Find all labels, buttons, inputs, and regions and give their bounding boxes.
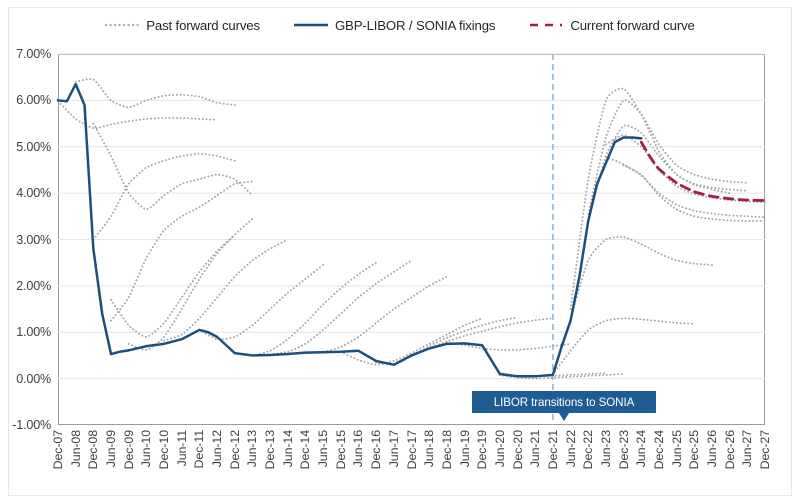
series-dashed [639, 140, 767, 202]
series-dotted [127, 217, 254, 351]
x-axis-tick-label: Jun-09 [104, 430, 119, 468]
y-axis-tick-label: 2.00% [16, 278, 51, 293]
plot-canvas [56, 53, 767, 425]
series-dotted [587, 99, 749, 215]
series-dotted [304, 275, 448, 354]
x-axis-tick-label: Jun-16 [351, 430, 366, 468]
series-dotted [604, 156, 766, 219]
series-dotted [110, 233, 236, 338]
x-axis-tick-label: Dec-11 [192, 430, 207, 469]
x-axis-tick-label: Jun-23 [598, 430, 613, 468]
x-axis-tick-label: Dec-14 [298, 430, 313, 470]
x-axis-tick-label: Jun-26 [704, 430, 719, 468]
series-dotted [410, 317, 554, 357]
series-dotted [163, 238, 289, 342]
x-axis-tick-label: Dec-27 [758, 430, 772, 470]
series-dotted [551, 317, 696, 375]
series-dotted [445, 341, 572, 351]
legend-label-current-forward-curve: Current forward curve [570, 17, 695, 33]
y-axis-tick-label: 4.00% [16, 186, 51, 201]
legend-item-past-forward-curves: Past forward curves [105, 18, 260, 33]
series-dotted [569, 87, 731, 311]
x-axis-tick-label: Dec-21 [545, 430, 560, 470]
x-axis-tick-label: Jun-27 [740, 430, 755, 468]
legend-label-gbp-libor-sonia-fixings: GBP-LIBOR / SONIA fixings [334, 17, 496, 33]
x-axis-tick-label: Dec-23 [616, 430, 631, 470]
x-axis-tick-label: Dec-12 [227, 430, 242, 470]
series-dotted [74, 78, 236, 109]
x-axis-tick-label: Dec-24 [651, 430, 666, 470]
x-axis-tick-label: Jun-20 [492, 430, 507, 468]
x-axis-tick-label: Jun-18 [422, 430, 437, 468]
legend-label-past-forward-curves: Past forward curves [146, 17, 260, 33]
x-axis-tick-label: Dec-10 [157, 430, 172, 470]
x-axis-tick-label: Jun-14 [280, 430, 295, 468]
banner-shape-icon [472, 391, 656, 421]
x-axis-tick-label: Jun-17 [386, 430, 401, 468]
series-dotted [604, 134, 766, 204]
x-axis-tick-label: Dec-08 [86, 430, 101, 470]
legend-item-current-forward-curve: Current forward curve [529, 17, 695, 33]
legend-item-gbp-libor-sonia-fixings: GBP-LIBOR / SONIA fixings [293, 17, 496, 33]
x-axis-tick-label: Dec-09 [121, 430, 136, 470]
chart-legend: Past forward curves GBP-LIBOR / SONIA fi… [0, 14, 800, 36]
x-axis-tick-label: Dec-20 [510, 430, 525, 470]
x-axis-tick-label: Jun-12 [210, 430, 225, 468]
series-dotted [92, 152, 236, 241]
series-dotted [110, 180, 254, 322]
x-axis-tick-label: Dec-17 [404, 430, 419, 470]
y-axis-tick-label: 1.00% [16, 325, 51, 340]
x-axis-tick-label: Jun-11 [174, 430, 189, 467]
y-axis-tick-label: -1.00% [12, 418, 51, 432]
x-axis-tick-label: Dec-13 [263, 430, 278, 470]
x-axis-tick-label: Jun-22 [563, 430, 578, 468]
x-axis-tick-label: Dec-18 [439, 430, 454, 470]
dashed-line-swatch-icon [529, 20, 563, 30]
libor-transition-banner: LIBOR transitions to SONIA [472, 391, 656, 421]
dotted-line-swatch-icon [105, 20, 140, 30]
solid-line-swatch-icon [293, 20, 328, 30]
series-dotted [587, 124, 749, 222]
series-dotted [498, 373, 625, 380]
x-axis-tick-label: Jun-10 [139, 430, 154, 468]
x-axis-tick-label: Jun-21 [528, 430, 543, 468]
x-axis-tick-label: Jun-08 [68, 430, 83, 468]
y-axis: 7.00% 6.00% 5.00% 4.00% 3.00% 2.00% 1.00% 0.00%… [0, 0, 56, 503]
x-axis-tick-label: Jun-19 [457, 430, 472, 468]
y-axis-tick-label: 0.00% [16, 371, 51, 386]
x-axis-tick-label: Dec-15 [333, 430, 348, 470]
x-axis-tick-label: Dec-26 [722, 430, 737, 470]
x-axis-tick-label: Jun-13 [245, 430, 260, 468]
x-axis-tick-label: Dec-07 [51, 430, 65, 470]
y-axis-tick-label: 6.00% [16, 93, 51, 108]
series-dotted [269, 259, 413, 356]
x-axis-tick-label: Jun-24 [634, 430, 649, 468]
x-axis-tick-label: Dec-22 [581, 430, 596, 470]
series-dotted [569, 236, 713, 320]
x-axis-tick-label: Jun-25 [669, 430, 684, 468]
series-solid [56, 82, 643, 378]
x-axis-tick-label: Jun-15 [316, 430, 331, 468]
y-axis-tick-label: 7.00% [16, 47, 51, 61]
x-axis-tick-label: Dec-19 [475, 430, 490, 470]
x-axis-tick-label: Dec-25 [687, 430, 702, 470]
series-dotted [339, 317, 484, 366]
series-dotted [92, 122, 254, 211]
series-dotted [622, 164, 766, 222]
y-axis-tick-label: 5.00% [16, 139, 51, 154]
y-axis-tick-label: 3.00% [16, 232, 51, 247]
x-axis-tick-label: Dec-16 [369, 430, 384, 470]
